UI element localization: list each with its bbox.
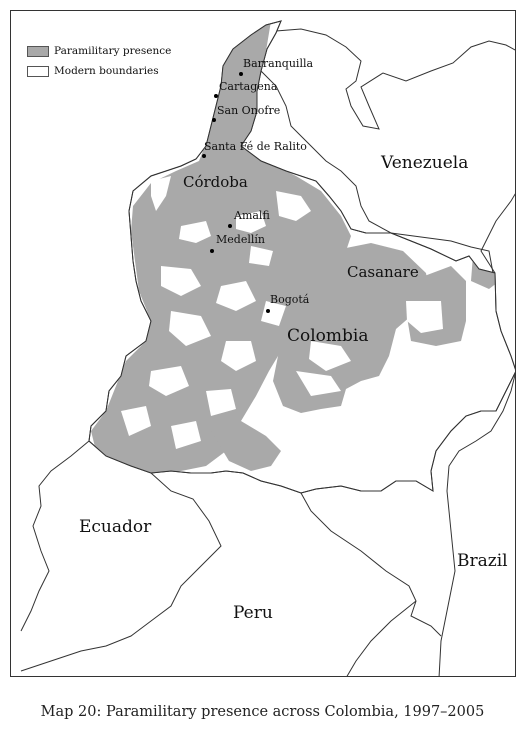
label-medellin: Medellín xyxy=(216,233,265,246)
legend-boundaries: Modern boundaries xyxy=(27,65,159,77)
city-dot-san-onofre xyxy=(212,118,216,122)
label-brazil: Brazil xyxy=(457,551,508,571)
legend-boundaries-label: Modern boundaries xyxy=(54,65,159,77)
label-santa-fe-de-ralito: Santa Fé de Ralito xyxy=(204,140,307,153)
city-dot-santa-fe-de-ralito xyxy=(202,154,206,158)
presence-area-far-east xyxy=(471,249,506,289)
city-dot-medellin xyxy=(210,249,214,253)
city-dot-barranquilla xyxy=(239,72,243,76)
colombia-outline-stroke xyxy=(88,20,515,494)
presence-area-north-west xyxy=(91,21,351,473)
neighbor-boundaries xyxy=(20,28,515,676)
label-amalfi: Amalfi xyxy=(234,209,270,222)
legend-boundaries-swatch xyxy=(27,65,49,77)
venezuela-coastline xyxy=(275,28,515,130)
map-canvas xyxy=(20,20,515,676)
label-peru: Peru xyxy=(233,603,273,623)
label-barranquilla: Barranquilla xyxy=(243,57,314,70)
ecuador-coast xyxy=(20,440,90,632)
map-caption: Map 20: Paramilitary presence across Col… xyxy=(40,704,485,720)
label-cartagena: Cartagena xyxy=(219,80,278,93)
city-dot-bogota xyxy=(266,309,270,313)
non-presence-gaps xyxy=(121,176,443,449)
peru-colombia-border xyxy=(300,492,442,637)
brazil-venezuela-border xyxy=(480,193,515,274)
label-san-onofre: San Onofre xyxy=(217,104,281,117)
label-cordoba: Córdoba xyxy=(183,173,248,191)
label-colombia: Colombia xyxy=(287,326,369,346)
legend-paramilitary-label: Paramilitary presence xyxy=(54,45,172,57)
map-frame: Paramilitary presence Modern boundaries … xyxy=(10,10,516,677)
label-ecuador: Ecuador xyxy=(79,517,152,537)
peru-brazil-border xyxy=(346,600,417,676)
city-dot-cartagena xyxy=(214,94,218,98)
city-dot-amalfi xyxy=(228,224,232,228)
label-bogota: Bogotá xyxy=(270,293,310,306)
legend-paramilitary: Paramilitary presence xyxy=(27,45,171,57)
brazil-border xyxy=(438,372,515,676)
label-casanare: Casanare xyxy=(347,263,419,281)
venezuela-colombia-border xyxy=(260,70,494,274)
label-venezuela: Venezuela xyxy=(381,153,469,173)
ecuador-peru-border xyxy=(20,472,222,672)
presence-area-south xyxy=(211,421,281,471)
legend-paramilitary-swatch xyxy=(27,45,49,57)
presence-area-east xyxy=(273,243,431,413)
